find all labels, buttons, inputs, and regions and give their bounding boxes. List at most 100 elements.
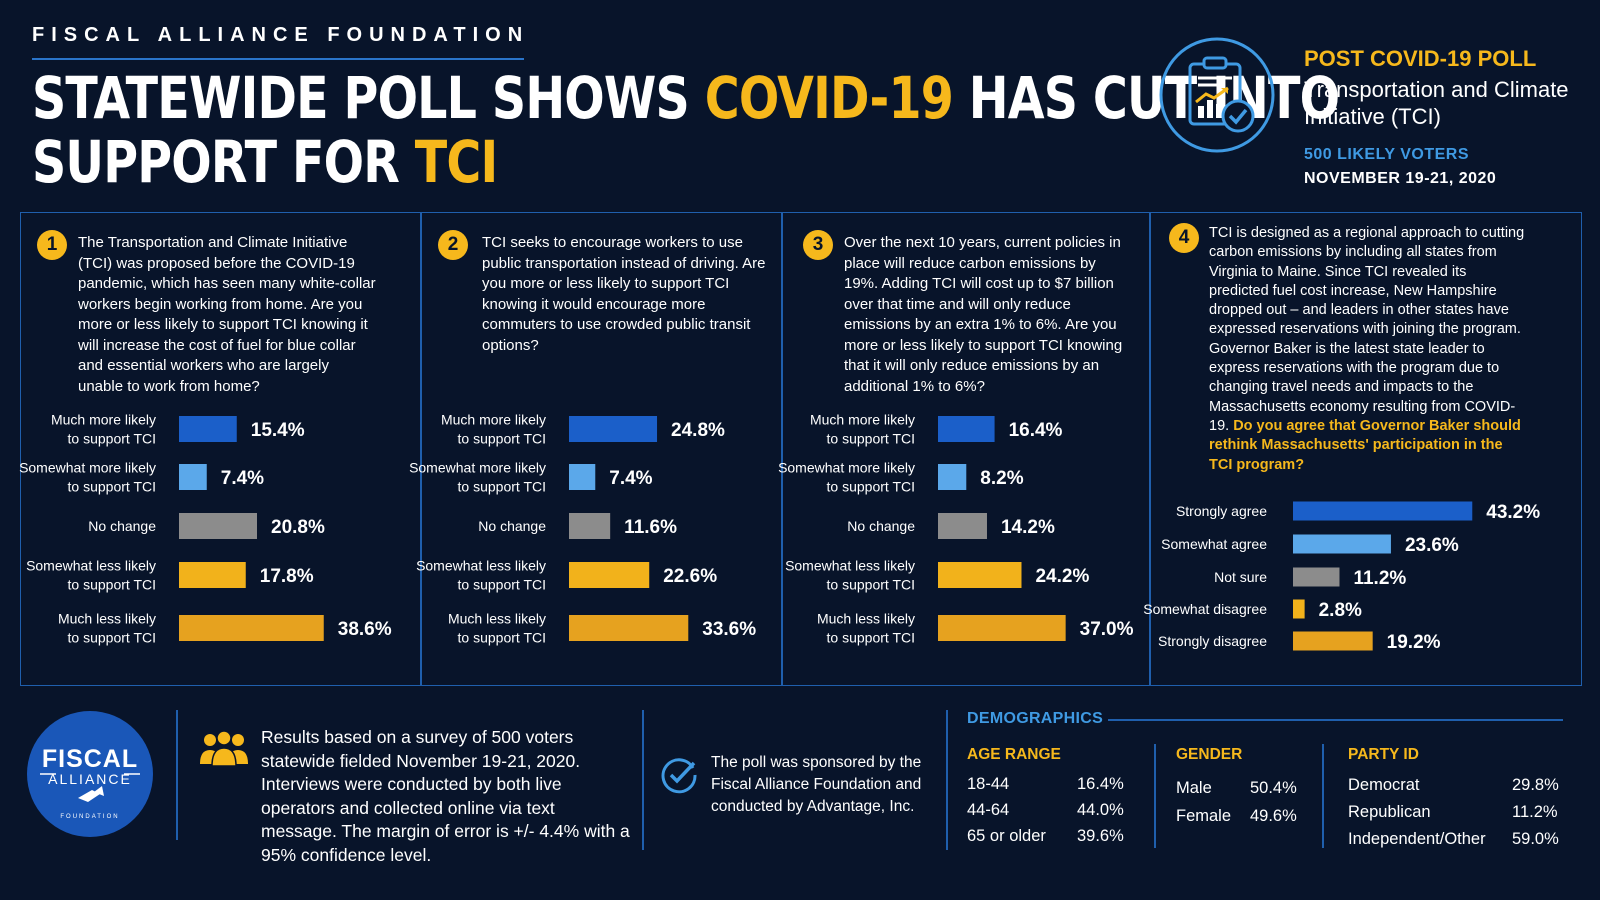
footer-divider	[946, 710, 948, 850]
party-row-value: 29.8%	[1512, 776, 1559, 794]
bar	[179, 464, 207, 490]
bar-category-label: Much more likely to support TCI	[441, 412, 546, 447]
bar	[569, 562, 650, 588]
age-row-value: 39.6%	[1077, 827, 1124, 845]
demographics-divider	[1322, 744, 1324, 848]
party-row-label: Republican	[1348, 803, 1431, 821]
headline-part-2: HAS CUT INTO	[953, 64, 1340, 132]
poll-sample-size: 500 LIKELY VOTERS	[1304, 146, 1470, 163]
gender-row-label: Female	[1176, 807, 1232, 825]
bar-category-label: Not sure	[1214, 569, 1267, 585]
bar-category-label: Much less likely to support TCI	[817, 611, 915, 646]
people-group-icon	[200, 730, 248, 766]
bar	[179, 416, 237, 442]
bar-value-label: 37.0%	[1080, 619, 1134, 640]
age-row-value: 16.4%	[1077, 775, 1124, 793]
question-1-bar-chart: Much more likely to support TCI 15.4% Somew…	[19, 412, 392, 646]
sponsor-text: The poll was sponsored by the Fiscal All…	[711, 754, 922, 815]
bar	[1293, 534, 1391, 554]
bar-value-label: 11.6%	[624, 517, 677, 538]
logo-word-alliance: ALLIANCE	[48, 771, 132, 787]
bar	[179, 615, 324, 641]
bar-category-label: Strongly disagree	[1158, 633, 1267, 649]
bar-category-label: Much more likely to support TCI	[810, 412, 915, 447]
bar-category-label: No change	[478, 518, 546, 534]
footer-divider	[176, 710, 178, 840]
question-panels: 1 The Transportation and Climate Initiat…	[19, 212, 1582, 686]
headline-highlight-tci: TCI	[414, 128, 498, 196]
bar-value-label: 14.2%	[1001, 517, 1055, 538]
question-4-bar-chart: Strongly agree 43.2% Somewhat agree 23.6% No…	[1143, 501, 1540, 653]
logo-word-foundation: FOUNDATION	[60, 814, 119, 820]
headline-highlight-covid: COVID-19	[704, 64, 954, 132]
question-number-badge: 2	[438, 230, 468, 260]
demographics-rule	[1108, 719, 1563, 721]
question-text: Over the next 10 years, current policies…	[844, 234, 1123, 395]
methodology-text: Results based on a survey of 500 voters …	[261, 727, 630, 865]
party-row-value: 11.2%	[1512, 803, 1558, 821]
headline-line-1: STATEWIDE POLL SHOWS COVID-19 HAS CUT IN…	[32, 66, 1340, 130]
panel-divider	[1149, 213, 1151, 685]
bar-value-label: 33.6%	[702, 619, 756, 640]
bar-category-label: Somewhat disagree	[1143, 601, 1267, 617]
bar-value-label: 8.2%	[980, 468, 1023, 489]
bar-category-label: Somewhat less likely to support TCI	[785, 558, 915, 593]
bar-value-label: 22.6%	[663, 566, 717, 587]
bar	[1293, 567, 1340, 587]
question-4-ask: Do you agree that Governor Baker should …	[1209, 417, 1521, 473]
bar-value-label: 23.6%	[1405, 535, 1459, 556]
bar-value-label: 19.2%	[1387, 632, 1441, 653]
bar-category-label: Somewhat less likely to support TCI	[26, 558, 156, 593]
party-row-label: Democrat	[1348, 776, 1420, 794]
check-circle-icon	[661, 758, 697, 794]
fiscal-alliance-logo: FISCAL ALLIANCE FOUNDATION	[27, 711, 153, 837]
bar-value-label: 20.8%	[271, 517, 325, 538]
bar-value-label: 17.8%	[260, 566, 314, 587]
bar-value-label: 16.4%	[1009, 420, 1063, 441]
bar	[1293, 501, 1473, 521]
bar-value-label: 15.4%	[251, 420, 305, 441]
bar	[179, 513, 257, 539]
bar-value-label: 2.8%	[1319, 600, 1362, 621]
bar-category-label: Somewhat less likely to support TCI	[416, 558, 546, 593]
question-panel-2: 2 TCI seeks to encourage workers to use …	[409, 213, 781, 685]
bar-value-label: 24.8%	[671, 420, 725, 441]
poll-dates: NOVEMBER 19-21, 2020	[1304, 170, 1497, 187]
question-2-bar-chart: Much more likely to support TCI 24.8% Somew…	[409, 412, 756, 646]
clipboard-chart-check-icon	[1159, 37, 1275, 153]
party-id-heading: PARTY ID	[1348, 746, 1419, 763]
gender-heading: GENDER	[1176, 746, 1243, 763]
question-number-badge: 3	[803, 230, 833, 260]
question-text: TCI seeks to encourage workers to use pu…	[482, 234, 766, 354]
bar-category-label: Somewhat more likely to support TCI	[409, 460, 546, 495]
age-row-label: 44-64	[967, 801, 1010, 819]
demographics-title: DEMOGRAPHICS	[967, 710, 1104, 727]
gender-row-value: 50.4%	[1250, 779, 1297, 797]
bar-category-label: Much less likely to support TCI	[58, 611, 156, 646]
bar-category-label: No change	[847, 518, 915, 534]
question-3-bar-chart: Much more likely to support TCI 16.4% Somew…	[778, 412, 1134, 646]
bar	[569, 464, 596, 490]
age-row-label: 18-44	[967, 775, 1010, 793]
age-row-value: 44.0%	[1077, 801, 1124, 819]
question-panel-3: 3 Over the next 10 years, current polici…	[778, 213, 1149, 685]
bar-value-label: 43.2%	[1486, 502, 1540, 523]
bar	[179, 562, 246, 588]
logo-word-fiscal: FISCAL	[42, 745, 138, 773]
headline: STATEWIDE POLL SHOWS COVID-19 HAS CUT IN…	[32, 66, 1340, 196]
org-name: FISCAL ALLIANCE FOUNDATION	[32, 24, 530, 46]
bar	[938, 615, 1066, 641]
gender-row-label: Male	[1176, 779, 1212, 797]
bar	[938, 513, 987, 539]
bar-value-label: 7.4%	[221, 468, 264, 489]
poll-subtitle: Transportation and Climate Initiative (T…	[1304, 77, 1569, 129]
question-panel-4: 4 TCI is designed as a regional approach…	[1143, 213, 1581, 685]
bar-category-label: Somewhat more likely to support TCI	[19, 460, 156, 495]
panel-divider	[781, 213, 783, 685]
question-number-badge: 1	[37, 230, 67, 260]
poll-title: POST COVID-19 POLL	[1304, 46, 1537, 71]
bar-category-label: Much less likely to support TCI	[448, 611, 546, 646]
question-text: The Transportation and Climate Initiativ…	[78, 234, 376, 395]
footer-divider	[642, 710, 644, 850]
bar-value-label: 7.4%	[609, 468, 652, 489]
